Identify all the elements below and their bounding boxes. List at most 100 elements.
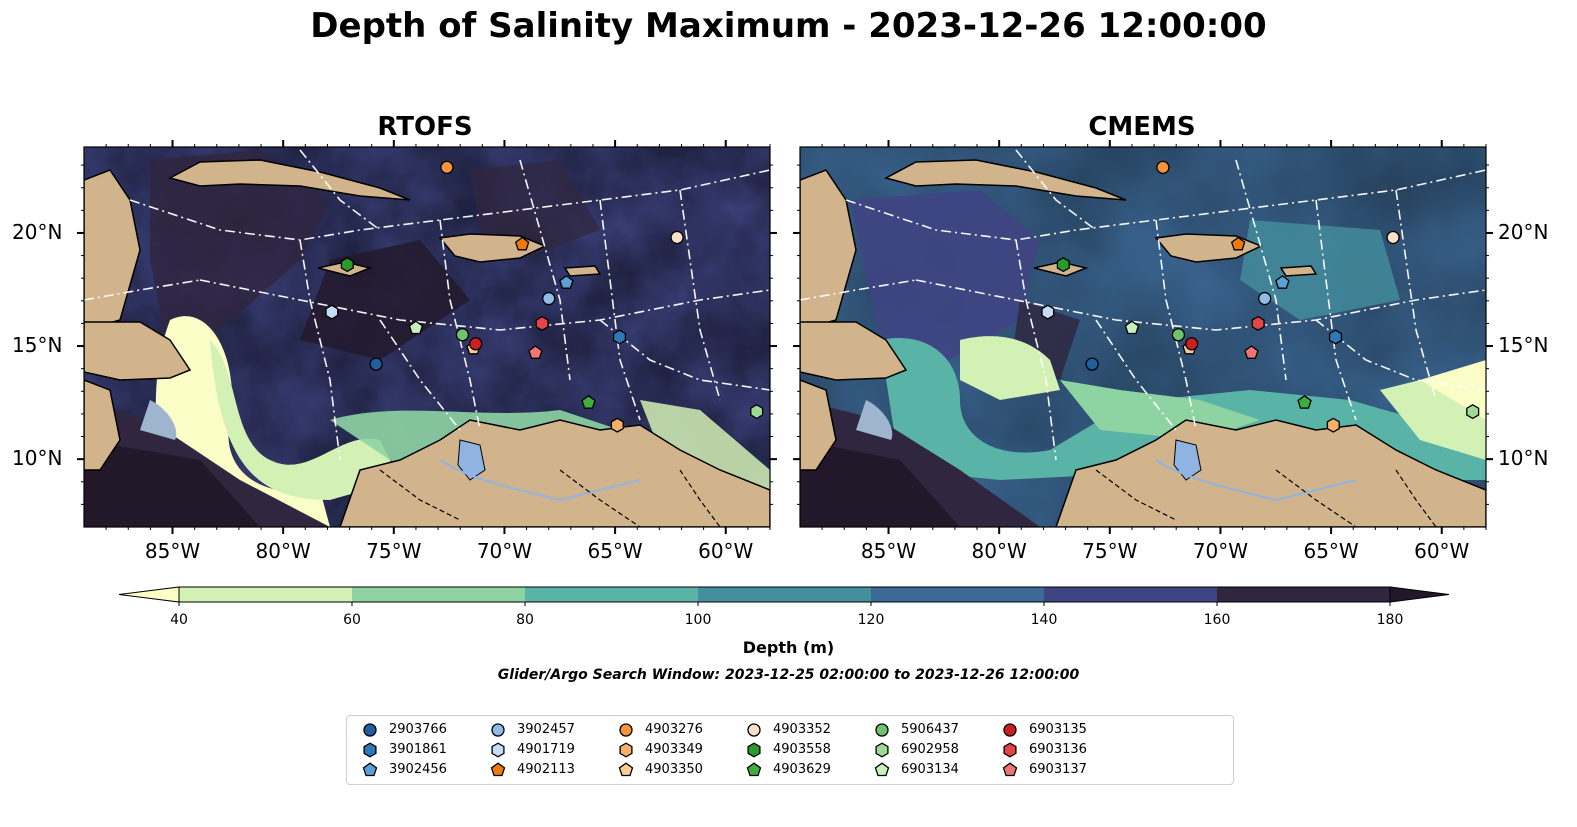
colorbar-tick-label: 40 (170, 612, 188, 628)
float-marker-5906437 (455, 328, 470, 342)
colorbar-band (1044, 587, 1218, 602)
panel-title-rtofs: RTOFS (377, 112, 473, 142)
legend-marker-3901861 (363, 742, 377, 758)
float-marker-4903349 (1326, 417, 1340, 433)
legend-marker-icon (875, 742, 889, 758)
legend-marker-4903558 (747, 742, 761, 758)
float-marker-3902456 (559, 275, 574, 289)
colorbar-band (525, 587, 699, 602)
legend-marker-3902457 (491, 723, 505, 737)
lon-tick-label: 60°W (1414, 539, 1470, 563)
map-panel-rtofs (84, 147, 770, 527)
lat-tick-label: 20°N (12, 219, 63, 244)
page-title: Depth of Salinity Maximum - 2023-12-26 1… (310, 6, 1267, 46)
float-marker-6903137 (1244, 345, 1259, 359)
float-marker-4903352 (670, 230, 684, 245)
legend-marker-icon (619, 723, 633, 737)
lon-tick-label: 85°W (144, 539, 201, 563)
colorbar-band (352, 587, 526, 602)
legend-label: 5906437 (901, 722, 959, 737)
legend-marker-icon (875, 723, 889, 737)
float-marker-3901861 (1328, 329, 1343, 345)
colorbar-label: Depth (m) (742, 638, 835, 657)
legend-marker-icon (363, 742, 377, 758)
legend-label: 4903350 (645, 762, 703, 777)
colorbar (118, 586, 1450, 606)
legend-marker-3902456 (362, 762, 378, 777)
legend-marker-6903134 (874, 762, 890, 777)
float-markers (325, 160, 1480, 433)
legend-marker-icon (491, 723, 505, 737)
legend: 2903766 3901861 3902456 3902457 4901719 49021… (346, 715, 1234, 785)
float-marker-6903134 (1124, 320, 1140, 335)
lon-tick-label: 80°W (255, 539, 311, 563)
legend-marker-icon (491, 742, 505, 758)
float-marker-4901719 (325, 304, 339, 320)
colorbar-band (179, 587, 353, 602)
legend-marker-icon (874, 762, 890, 777)
legend-marker-4903349 (619, 742, 633, 758)
legend-marker-icon (363, 723, 377, 737)
legend-marker-icon (1003, 723, 1017, 737)
legend-label: 6903136 (1029, 742, 1087, 757)
float-marker-4903558 (340, 257, 354, 273)
float-marker-4902113 (514, 236, 530, 251)
legend-marker-4903350 (618, 762, 634, 777)
legend-marker-icon (618, 762, 634, 777)
lon-tick-label: 65°W (587, 539, 643, 563)
legend-label: 4901719 (517, 742, 575, 757)
float-marker-4902113 (1230, 236, 1246, 251)
lon-tick-label: 75°W (1082, 539, 1138, 563)
axis-ticks (77, 140, 1493, 534)
legend-label: 3901861 (389, 742, 447, 757)
lat-tick-label: 10°N (12, 446, 63, 471)
legend-marker-icon (746, 762, 762, 777)
lon-tick-label: 80°W (971, 539, 1027, 563)
colorbar-tick-label: 60 (343, 612, 361, 628)
colorbar-tick-label: 120 (857, 612, 885, 628)
float-marker-6903134 (408, 320, 424, 335)
legend-label: 4903629 (773, 762, 831, 777)
legend-marker-4903352 (747, 723, 761, 737)
float-marker-3901861 (612, 329, 627, 345)
legend-marker-icon (362, 762, 378, 777)
legend-label: 4903352 (773, 722, 831, 737)
colorbar-extend-min (118, 586, 180, 603)
colorbar-band (698, 587, 872, 602)
colorbar-tick-label: 180 (1376, 612, 1404, 628)
lat-tick-label: 15°N (12, 333, 63, 358)
legend-label: 6903134 (901, 762, 959, 777)
float-marker-6902958 (1466, 404, 1480, 420)
panel-title-cmems: CMEMS (1088, 112, 1196, 142)
float-marker-4903629 (581, 394, 596, 409)
legend-label: 3902457 (517, 722, 575, 737)
float-marker-3902457 (542, 291, 556, 306)
legend-marker-icon (747, 723, 761, 737)
float-marker-2903766 (1085, 357, 1099, 371)
float-marker-6903135 (1185, 337, 1199, 351)
legend-label: 3902456 (389, 762, 447, 777)
float-marker-4903276 (1156, 160, 1170, 175)
legend-marker-icon (490, 762, 506, 777)
legend-marker-icon (1003, 742, 1017, 758)
float-marker-4903349 (610, 417, 624, 433)
float-marker-4903629 (1297, 394, 1312, 409)
legend-marker-icon (747, 742, 761, 758)
float-marker-3902457 (1258, 291, 1272, 306)
colorbar-tick-label: 160 (1203, 612, 1231, 628)
legend-label: 6903137 (1029, 762, 1087, 777)
lon-tick-label: 85°W (860, 539, 917, 563)
lon-tick-label: 75°W (366, 539, 422, 563)
lon-tick-label: 70°W (1192, 539, 1249, 563)
legend-marker-4903276 (619, 723, 633, 737)
legend-marker-2903766 (363, 723, 377, 737)
colorbar-extend-max (1389, 586, 1450, 603)
map-panel-cmems (800, 147, 1486, 527)
lon-tick-label: 70°W (476, 539, 533, 563)
legend-marker-6902958 (875, 742, 889, 758)
legend-marker-4903629 (746, 762, 762, 777)
float-marker-6903137 (528, 345, 543, 359)
legend-marker-icon (1002, 762, 1018, 777)
colorbar-band (871, 587, 1045, 602)
